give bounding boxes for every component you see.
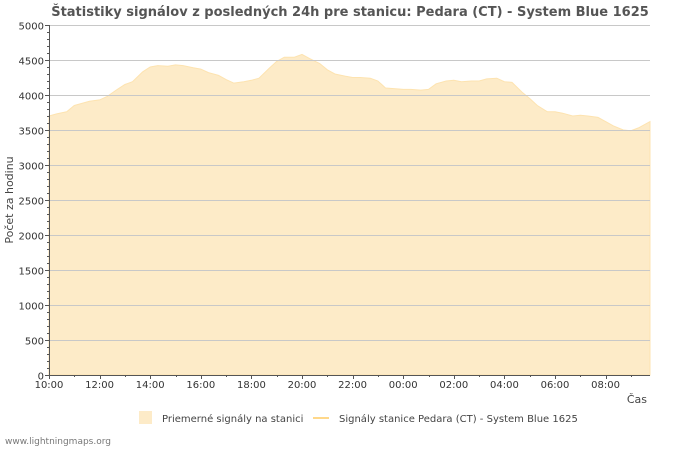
x-tick-label: 00:00 xyxy=(389,380,418,391)
grid-layer xyxy=(49,25,650,341)
y-tick-label: 500 xyxy=(25,337,44,348)
y-tick-label: 2000 xyxy=(19,232,44,243)
x-tick-label: 10:00 xyxy=(35,380,64,391)
x-tick-label: 20:00 xyxy=(288,380,317,391)
axis-layer xyxy=(45,25,650,379)
x-tick-label: 12:00 xyxy=(85,380,114,391)
x-tick-label: 04:00 xyxy=(490,380,519,391)
x-tick-label: 18:00 xyxy=(237,380,266,391)
y-tick-labels: 0 500 1000 1500 2000 2500 3000 3500 4000 4500 5000 xyxy=(19,22,44,383)
x-tick-label: 14:00 xyxy=(136,380,165,391)
y-tick-label: 4500 xyxy=(19,57,44,68)
y-tick-label: 4000 xyxy=(19,92,44,103)
legend-label-area: Priemerné signály na stanici xyxy=(162,413,303,425)
x-tick-label: 02:00 xyxy=(439,380,468,391)
y-tick-label: 0 xyxy=(38,372,44,383)
y-tick-label: 1000 xyxy=(19,302,44,313)
x-tick-label: 06:00 xyxy=(541,380,570,391)
footer-credit: www.lightningmaps.org xyxy=(5,437,111,447)
x-tick-label: 22:00 xyxy=(338,380,367,391)
area-layer xyxy=(48,53,651,376)
y-tick-label: 3000 xyxy=(19,162,44,173)
legend-label-line: Signály stanice Pedara (CT) - System Blu… xyxy=(339,413,578,425)
y-tick-label: 5000 xyxy=(19,22,44,33)
y-axis-label: Počet za hodinu xyxy=(3,156,16,243)
y-tick-label: 3500 xyxy=(19,127,44,138)
x-tick-label: 08:00 xyxy=(591,380,620,391)
x-tick-label: 16:00 xyxy=(186,380,215,391)
area-series-average xyxy=(48,53,651,376)
chart-title: Štatistiky signálov z posledných 24h pre… xyxy=(51,4,649,20)
y-tick-label: 2500 xyxy=(19,197,44,208)
y-tick-label: 1500 xyxy=(19,267,44,278)
legend: Priemerné signály na stanici Signály sta… xyxy=(139,411,578,425)
x-axis-label: Čas xyxy=(627,393,647,406)
legend-swatch-area xyxy=(139,411,152,424)
x-tick-labels: 10:00 12:00 14:00 16:00 18:00 20:00 22:00 00:00… xyxy=(35,380,620,391)
